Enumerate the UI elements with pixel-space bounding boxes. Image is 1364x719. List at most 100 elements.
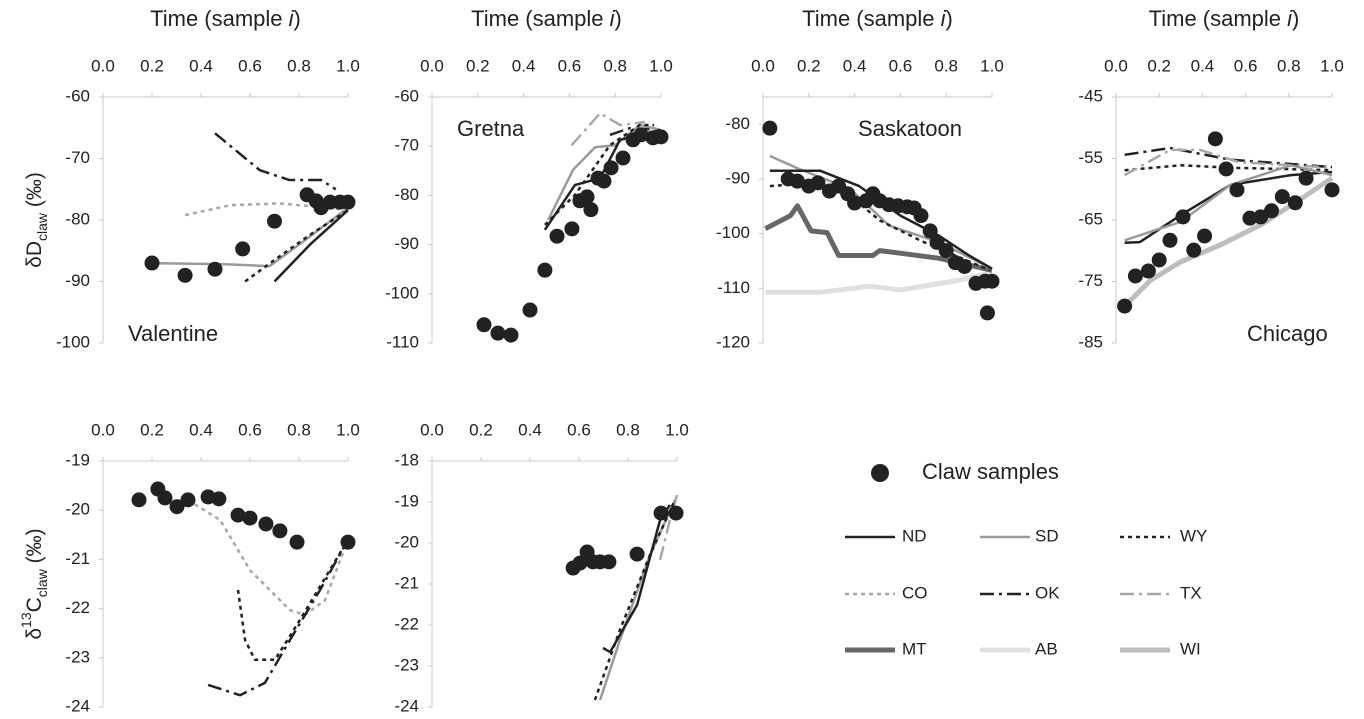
claw-sample [984,273,1000,289]
title-part: ) [615,6,622,31]
claw-sample [169,499,185,515]
claw-sample [207,261,223,277]
claw-sample [1117,298,1133,314]
y-tick-label: -65 [1078,209,1103,228]
claw-sample [272,523,288,539]
legend-label: ND [902,526,927,545]
panel-label: Chicago [1247,321,1328,346]
x-tick-label: 0.8 [1277,56,1301,75]
series-line [236,539,350,662]
x-tick-label: 0.2 [466,56,490,75]
claw-sample [1218,161,1234,177]
y-tick-label: -20 [394,532,419,551]
claw-sample [177,267,193,283]
y-tick-label: -90 [725,168,750,187]
series-line [765,270,993,295]
series-line [244,209,349,283]
legend-label: WY [1180,526,1207,545]
series-line [546,123,662,221]
title-part: ) [294,6,301,31]
y-tick-label: -90 [394,234,419,253]
x-tick-label: 0.4 [189,420,213,439]
y-tick-label: -19 [65,450,90,469]
x-tick-label: 0.0 [420,420,444,439]
claw-sample [340,534,356,550]
y-tick-label: -110 [717,278,750,297]
series-line [273,209,349,283]
title-part: i [1287,6,1293,31]
claw-sample [1229,182,1245,198]
claw-sample [1298,170,1314,186]
legend-label: AB [1035,639,1058,658]
claw-sample [1151,252,1167,268]
x-tick-label: 0.8 [616,420,640,439]
x-tick-label: 0.8 [287,420,311,439]
claw-sample [847,195,863,211]
claw-sample [572,555,588,571]
series-line [593,499,677,701]
x-tick-label: 0.2 [1147,56,1171,75]
panel-label: Saskatoon [858,116,962,141]
claw-sample [1140,263,1156,279]
y-title-part: δ [23,628,46,640]
title-part: i [941,6,947,31]
title-part: i [289,6,295,31]
legend-label: MT [902,639,927,658]
x-tick-label: 0.0 [1104,56,1128,75]
claw-sample [913,208,929,224]
x-tick-label: 0.4 [512,56,536,75]
claw-sample [537,262,553,278]
claw-sample [476,317,492,333]
claw-sample [267,213,282,229]
series-line [1124,170,1333,245]
x-tick-label: 1.0 [336,420,360,439]
y-title-part: (‰) [23,528,46,569]
y-tick-label: -45 [1078,86,1103,105]
series-line [570,111,646,147]
title-part: ) [1292,6,1299,31]
y-title-part: claw [34,212,50,241]
y-tick-label: -23 [394,655,419,674]
y-title-part: C [23,597,46,612]
x-tick-label: 0.8 [934,56,958,75]
legend-label: WI [1180,639,1201,658]
y-tick-label: -21 [65,549,90,568]
x-tick-label: 0.4 [843,56,867,75]
claw-sample [157,490,173,506]
x-tick-label: 0.6 [567,420,591,439]
claw-sample [633,127,649,143]
claw-sample [762,120,778,136]
series-line [544,123,655,226]
y-axis-title: δ13Cclaw (‰) [18,528,50,639]
claw-sample [922,223,938,239]
title-part: i [610,6,616,31]
claw-sample [601,554,617,570]
series-line [207,539,350,697]
panel-label: Gretna [457,116,525,141]
x-tick-label: 0.4 [1191,56,1215,75]
claw-sample [1127,268,1143,284]
claw-sample [615,150,631,166]
claw-sample [522,302,538,318]
claw-sample [211,491,227,507]
claw-sample [490,325,506,341]
series-line [214,132,337,191]
axis-title: Time (sample i) [471,6,622,31]
title-part: ) [946,6,953,31]
y-title-part: (‰) [23,172,46,213]
series-line [187,498,350,617]
x-tick-label: 0.8 [603,56,627,75]
y-tick-label: -80 [725,114,750,133]
y-tick-label: -19 [394,491,419,510]
claw-sample [549,228,565,244]
claw-sample [230,507,246,523]
y-tick-label: -55 [1078,148,1103,167]
claw-sample [603,160,619,176]
series-line [1124,164,1333,172]
y-tick-label: -23 [65,647,90,666]
claw-sample [1274,189,1290,205]
x-tick-label: 1.0 [1320,56,1344,75]
legend-marker [871,464,889,482]
x-tick-label: 0.0 [91,420,115,439]
